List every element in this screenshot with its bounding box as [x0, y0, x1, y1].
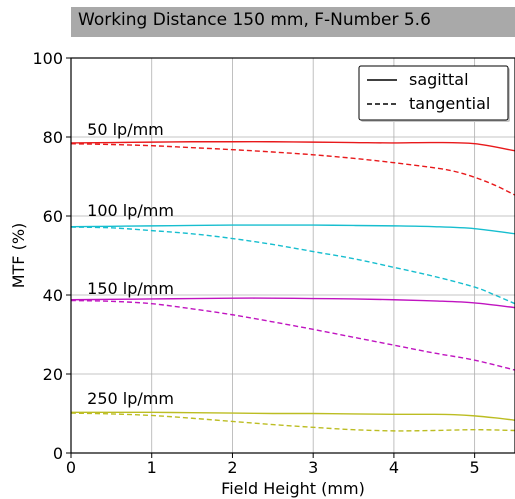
- axis-ticks: 0 1 2 3 4 5 0 20 40 60 80 100: [32, 49, 479, 477]
- x-tick-label: 4: [389, 458, 399, 477]
- curve-label-1: 100 lp/mm: [87, 201, 174, 220]
- series-layer: [70, 141, 515, 432]
- series-line-2-solid: [70, 224, 515, 235]
- series-line-5-dashed: [70, 299, 515, 371]
- curve-annotations: 50 lp/mm 100 lp/mm 150 lp/mm 250 lp/mm: [87, 120, 174, 408]
- y-tick-label: 40: [43, 286, 63, 305]
- y-tick-label: 80: [43, 128, 63, 147]
- x-tick-label: 3: [308, 458, 318, 477]
- y-tick-label: 100: [32, 49, 63, 68]
- y-tick-label: 20: [43, 365, 63, 384]
- legend-label-tangential: tangential: [409, 94, 490, 113]
- x-tick-label: 2: [227, 458, 237, 477]
- y-axis-label: MTF (%): [9, 223, 28, 289]
- series-line-0-solid: [70, 141, 515, 152]
- series-line-4-solid: [70, 297, 515, 309]
- x-tick-label: 1: [147, 458, 157, 477]
- x-axis-label: Field Height (mm): [221, 479, 365, 498]
- chart-title: Working Distance 150 mm, F-Number 5.6: [78, 10, 431, 30]
- series-line-1-dashed: [70, 143, 515, 196]
- legend: sagittal tangential: [358, 65, 510, 122]
- plot-frame: [70, 57, 515, 454]
- y-tick-label: 60: [43, 207, 63, 226]
- series-line-7-dashed: [70, 412, 515, 432]
- x-tick-label: 0: [66, 458, 76, 477]
- series-line-3-dashed: [70, 226, 515, 305]
- title-bar: [71, 7, 515, 37]
- curve-label-3: 250 lp/mm: [87, 389, 174, 408]
- curve-label-2: 150 lp/mm: [87, 279, 174, 298]
- legend-label-sagittal: sagittal: [409, 70, 469, 89]
- series-line-6-solid: [70, 411, 515, 421]
- curve-label-0: 50 lp/mm: [87, 120, 164, 139]
- y-tick-label: 0: [53, 444, 63, 463]
- x-tick-label: 5: [470, 458, 480, 477]
